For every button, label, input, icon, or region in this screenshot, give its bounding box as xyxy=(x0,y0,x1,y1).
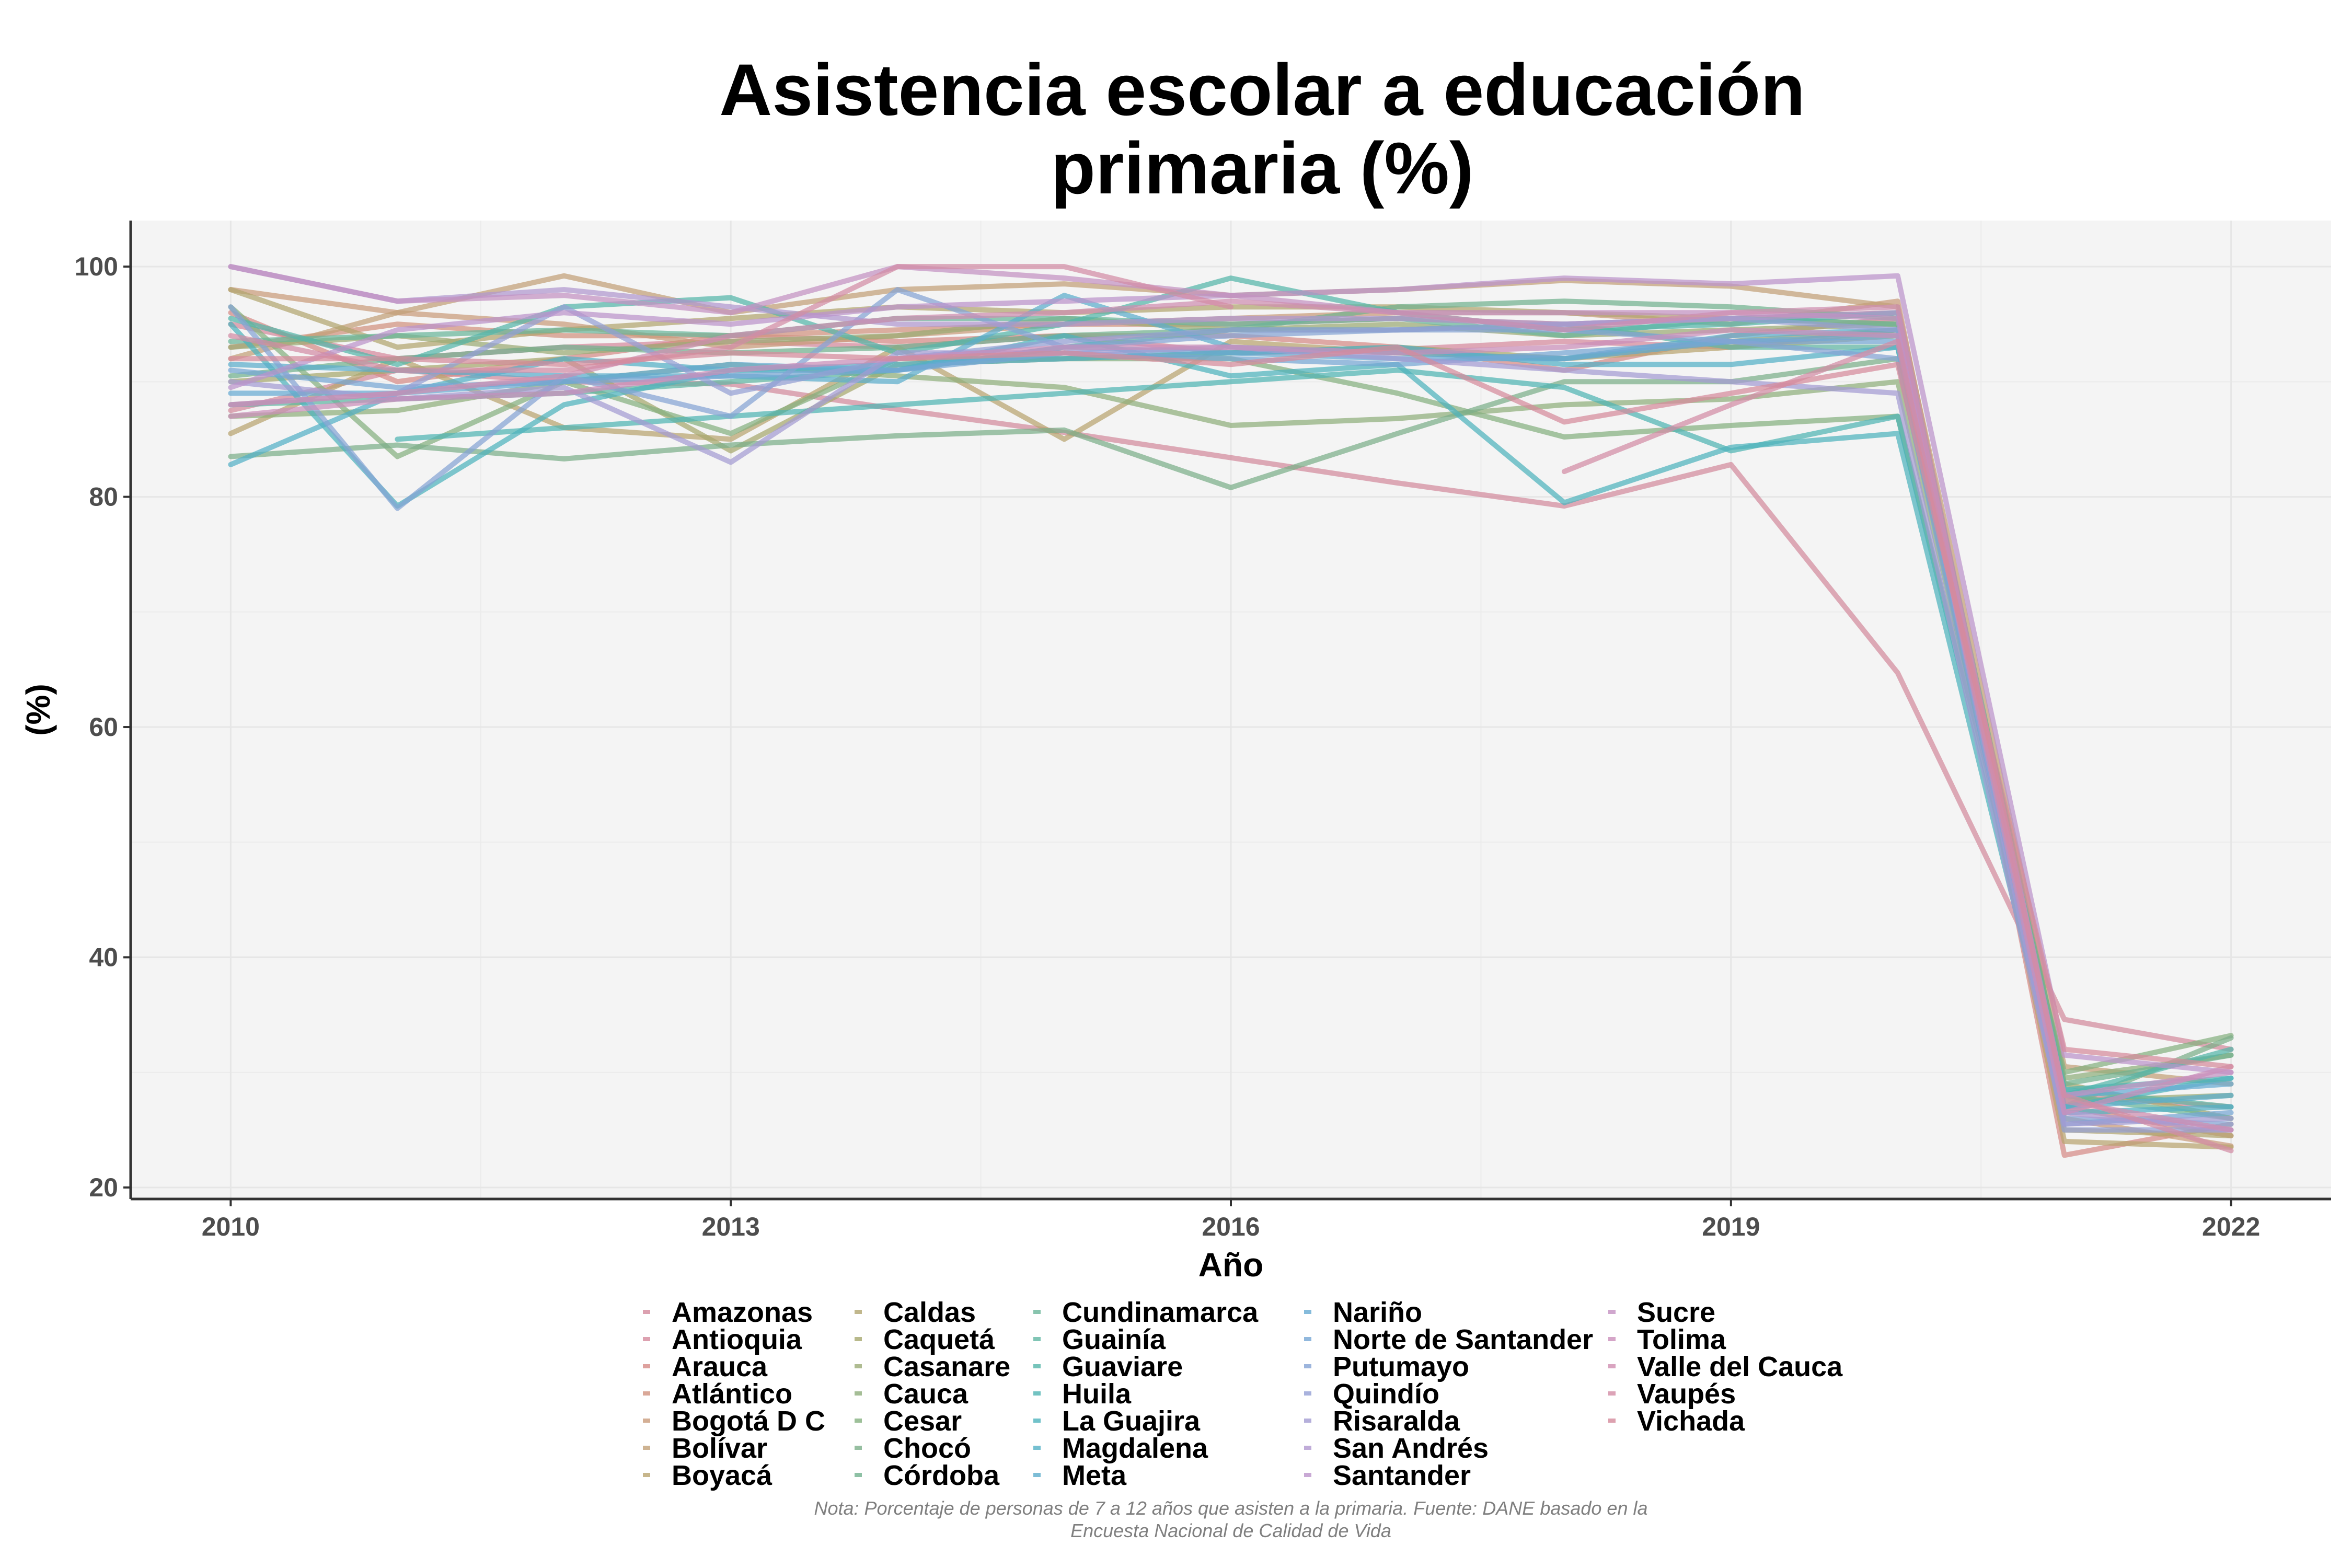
x-tick-label: 2016 xyxy=(1202,1212,1260,1241)
legend-label-cauca: Cauca xyxy=(883,1378,969,1410)
series-line-vaupes xyxy=(228,264,2234,1154)
legend-label-san-andres: San Andrés xyxy=(1333,1433,1489,1464)
y-ticks: 20 40 60 80 100 xyxy=(75,252,131,1202)
legend-label-amazonas: Amazonas xyxy=(672,1297,813,1328)
x-ticks: 2010 2013 2016 2019 2022 xyxy=(202,1199,2260,1241)
note-line-1: Nota: Porcentaje de personas de 7 a 12 a… xyxy=(814,1497,1648,1519)
series-line-la-guajira xyxy=(228,321,2234,1110)
chart-title-line-1: Asistencia escolar a educación xyxy=(719,49,1805,131)
legend-label-tolima: Tolima xyxy=(1637,1324,1726,1355)
y-axis-title: (%) xyxy=(19,684,57,736)
legend-label-cordoba: Córdoba xyxy=(883,1460,1000,1491)
legend-label-quindio: Quindío xyxy=(1333,1378,1439,1410)
x-tick-label: 2010 xyxy=(202,1212,260,1241)
chart-title-line-2: primaria (%) xyxy=(1051,127,1473,209)
legend-label-bogota-d-c: Bogotá D C xyxy=(672,1405,825,1437)
y-tick-label: 80 xyxy=(89,482,118,512)
legend-label-caldas: Caldas xyxy=(883,1297,976,1328)
legend-label-atlantico: Atlántico xyxy=(672,1378,792,1410)
x-axis-title: Año xyxy=(1198,1246,1263,1284)
x-tick-label: 2022 xyxy=(2202,1212,2260,1241)
legend-label-boyaca: Boyacá xyxy=(672,1460,773,1491)
legend-label-narino: Nariño xyxy=(1333,1297,1422,1328)
legend-label-valle-del-cauca: Valle del Cauca xyxy=(1637,1351,1843,1382)
legend-label-arauca: Arauca xyxy=(672,1351,768,1382)
legend-label-risaralda: Risaralda xyxy=(1333,1405,1460,1437)
legend-label-norte-de-santander: Norte de Santander xyxy=(1333,1324,1593,1355)
legend-label-meta: Meta xyxy=(1062,1460,1127,1491)
y-tick-label: 100 xyxy=(75,252,118,281)
legend-label-choco: Chocó xyxy=(883,1433,971,1464)
y-tick-label: 60 xyxy=(89,712,118,742)
series-line-valle-del-cauca xyxy=(228,298,2234,1133)
series-line-vichada xyxy=(228,344,2234,1069)
series-line-tolima xyxy=(228,327,2234,1115)
legend-label-huila: Huila xyxy=(1062,1378,1132,1410)
legend-label-vaupes: Vaupés xyxy=(1637,1378,1736,1410)
x-tick-label: 2013 xyxy=(702,1212,760,1241)
y-tick-label: 40 xyxy=(89,943,118,972)
legend-label-santander: Santander xyxy=(1333,1460,1471,1491)
legend-label-cundinamarca: Cundinamarca xyxy=(1062,1297,1259,1328)
legend-label-guaviare: Guaviare xyxy=(1062,1351,1183,1382)
y-tick-label: 20 xyxy=(89,1173,118,1202)
legend-label-sucre: Sucre xyxy=(1637,1297,1715,1328)
legend-label-caqueta: Caquetá xyxy=(883,1324,995,1355)
legend-label-magdalena: Magdalena xyxy=(1062,1433,1208,1464)
legend-label-vichada: Vichada xyxy=(1637,1405,1745,1437)
gridlines xyxy=(131,221,2331,1199)
legend-label-casanare: Casanare xyxy=(883,1351,1010,1382)
legend-label-la-guajira: La Guajira xyxy=(1062,1405,1201,1437)
legend-label-antioquia: Antioquia xyxy=(672,1324,802,1355)
series-line-huila xyxy=(395,367,2234,1092)
legend-label-bolivar: Bolívar xyxy=(672,1433,767,1464)
legend-label-guainia: Guainía xyxy=(1062,1324,1166,1355)
series-lines xyxy=(228,264,2234,1158)
x-tick-label: 2019 xyxy=(1702,1212,1760,1241)
legend-label-putumayo: Putumayo xyxy=(1333,1351,1469,1382)
legend-label-cesar: Cesar xyxy=(883,1405,962,1437)
note-line-2: Encuesta Nacional de Calidad de Vida xyxy=(1070,1520,1391,1541)
